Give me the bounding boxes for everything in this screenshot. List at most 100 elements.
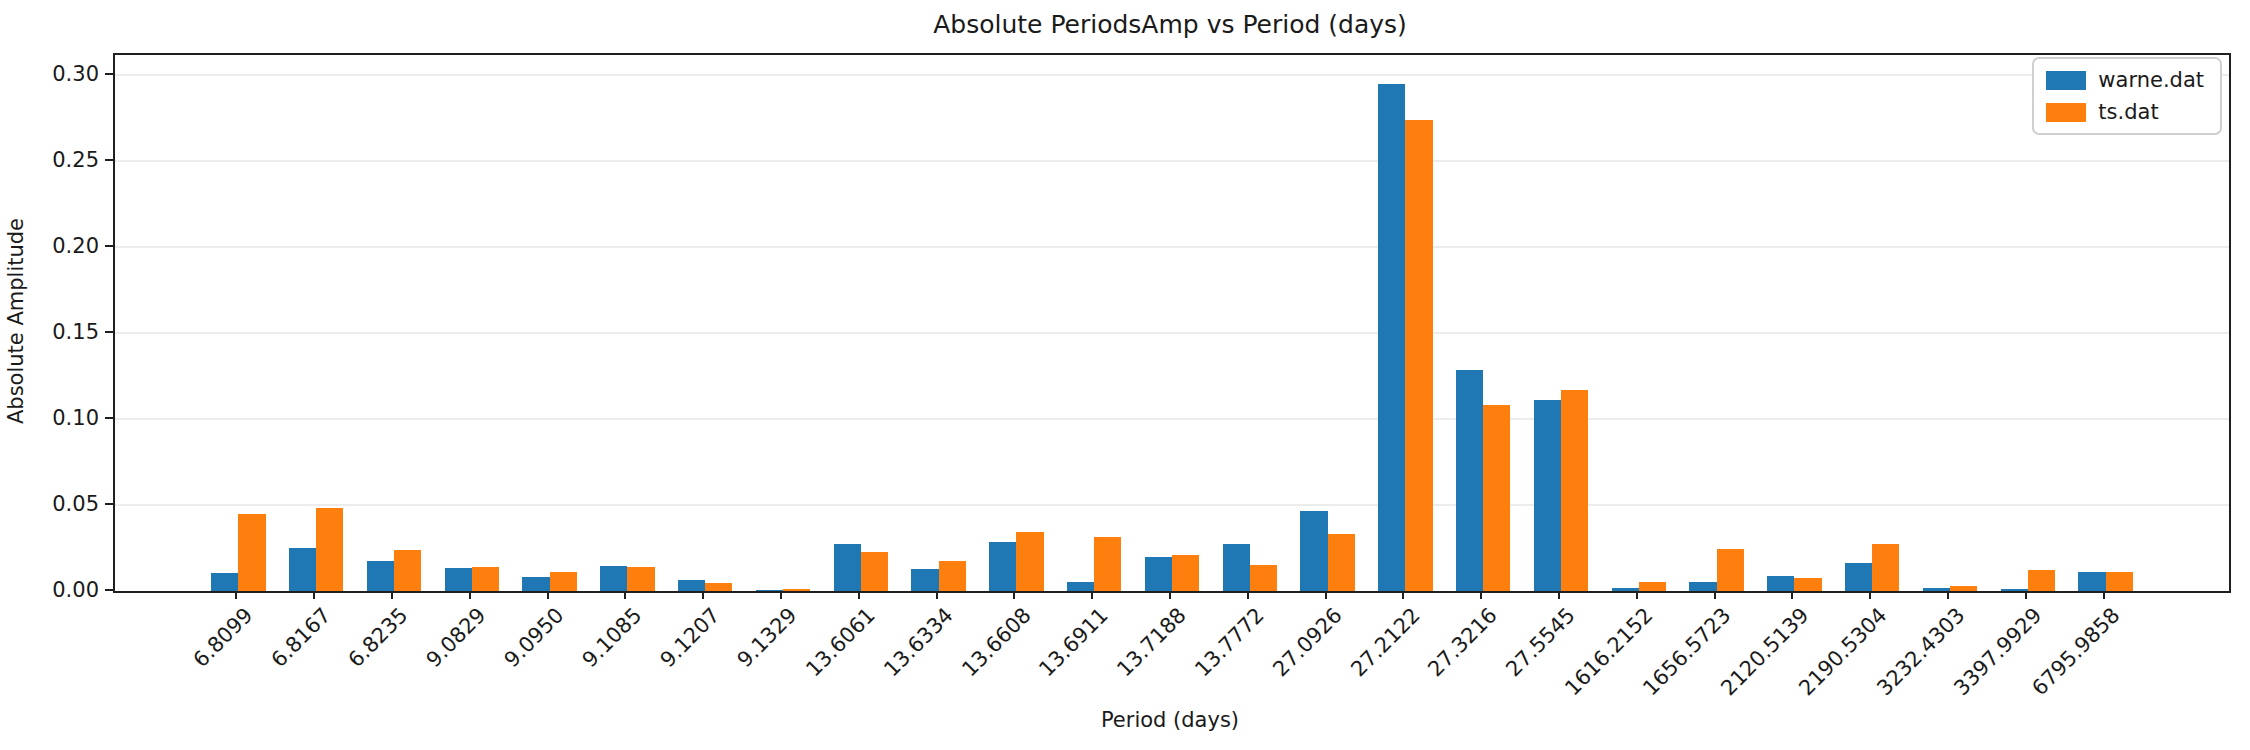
bar-ts.dat-1656.5723 [1717, 549, 1744, 591]
bar-warne.dat-9.1085 [600, 566, 627, 591]
bar-ts.dat-6.8099 [238, 514, 265, 591]
bar-warne.dat-13.6334 [911, 569, 938, 591]
bar-ts.dat-13.6608 [1016, 532, 1043, 591]
bar-ts.dat-13.6334 [939, 561, 966, 591]
x-tick-label: 9.1085 [577, 603, 646, 672]
x-tick-mark [2025, 591, 2027, 599]
bar-warne.dat-6.8099 [211, 573, 238, 591]
chart-title: Absolute PeriodsAmp vs Period (days) [113, 10, 2227, 39]
legend-item-warne: warne.dat [2046, 68, 2204, 92]
x-tick-mark [1480, 591, 1482, 599]
x-tick-label: 6.8099 [188, 603, 257, 672]
bar-warne.dat-6.8167 [289, 548, 316, 591]
gridline [115, 418, 2229, 420]
x-axis-label: Period (days) [113, 708, 2227, 732]
x-tick-label: 9.1207 [655, 603, 724, 672]
bar-warne.dat-2190.5304 [1845, 563, 1872, 591]
bar-warne.dat-1616.2152 [1612, 588, 1639, 591]
bar-ts.dat-9.0829 [472, 567, 499, 591]
y-tick-mark [105, 159, 113, 161]
y-tick-mark [105, 245, 113, 247]
bar-warne.dat-13.6061 [834, 544, 861, 591]
legend-swatch-ts [2046, 103, 2086, 122]
y-tick-label: 0.05 [52, 492, 99, 516]
x-tick-mark [2103, 591, 2105, 599]
bar-ts.dat-27.0926 [1328, 534, 1355, 591]
y-tick-label: 0.15 [52, 320, 99, 344]
x-tick-mark [858, 591, 860, 599]
bar-warne.dat-13.7772 [1223, 544, 1250, 591]
x-tick-mark [235, 591, 237, 599]
legend-swatch-warne [2046, 71, 2086, 90]
y-tick-label: 0.25 [52, 148, 99, 172]
x-tick-mark [624, 591, 626, 599]
y-tick-label: 0.20 [52, 234, 99, 258]
x-tick-mark [1791, 591, 1793, 599]
y-tick-label: 0.00 [52, 578, 99, 602]
bar-warne.dat-13.7188 [1145, 557, 1172, 591]
x-tick-mark [1013, 591, 1015, 599]
gridline [115, 332, 2229, 334]
bar-warne.dat-9.1329 [756, 590, 783, 591]
y-tick-label: 0.30 [52, 62, 99, 86]
bar-ts.dat-6.8167 [316, 508, 343, 591]
x-tick-label: 13.6334 [879, 603, 957, 681]
x-tick-label: 27.5545 [1502, 603, 1580, 681]
legend: warne.dat ts.dat [2032, 57, 2222, 135]
gridline [115, 74, 2229, 76]
bar-ts.dat-9.1085 [627, 567, 654, 591]
bar-warne.dat-27.5545 [1534, 400, 1561, 591]
bar-warne.dat-27.2122 [1378, 84, 1405, 591]
x-tick-label: 9.0829 [422, 603, 491, 672]
bar-warne.dat-6795.9858 [2078, 572, 2105, 591]
x-tick-mark [1402, 591, 1404, 599]
y-axis-label: Absolute Amplitude [4, 218, 28, 424]
gridline [115, 160, 2229, 162]
bar-ts.dat-13.7188 [1172, 555, 1199, 591]
bar-ts.dat-9.0950 [550, 572, 577, 591]
bar-warne.dat-9.1207 [678, 580, 705, 591]
x-tick-mark [469, 591, 471, 599]
x-tick-label: 13.6608 [957, 603, 1035, 681]
x-tick-mark [1636, 591, 1638, 599]
bar-ts.dat-6795.9858 [2106, 572, 2133, 591]
x-tick-mark [547, 591, 549, 599]
bar-warne.dat-6.8235 [367, 561, 394, 591]
bar-ts.dat-1616.2152 [1639, 582, 1666, 591]
x-tick-label: 27.0926 [1268, 603, 1346, 681]
x-tick-mark [1169, 591, 1171, 599]
bar-ts.dat-13.6911 [1094, 537, 1121, 591]
x-tick-label: 13.7772 [1190, 603, 1268, 681]
x-tick-mark [1558, 591, 1560, 599]
bar-ts.dat-27.3216 [1483, 405, 1510, 591]
legend-label-warne: warne.dat [2098, 68, 2204, 92]
x-tick-label: 13.7188 [1113, 603, 1191, 681]
bar-warne.dat-27.3216 [1456, 370, 1483, 591]
bar-ts.dat-9.1329 [783, 589, 810, 591]
legend-label-ts: ts.dat [2098, 100, 2158, 124]
x-tick-label: 9.1329 [733, 603, 802, 672]
bar-ts.dat-27.5545 [1561, 390, 1588, 591]
bar-warne.dat-13.6608 [989, 542, 1016, 591]
x-tick-label: 6.8235 [344, 603, 413, 672]
bar-warne.dat-9.0950 [522, 577, 549, 591]
bar-ts.dat-6.8235 [394, 550, 421, 591]
bar-warne.dat-27.0926 [1300, 511, 1327, 591]
x-tick-mark [1091, 591, 1093, 599]
x-tick-label: 9.0950 [500, 603, 569, 672]
plot-area [113, 53, 2231, 593]
bar-warne.dat-9.0829 [445, 568, 472, 591]
bar-ts.dat-13.7772 [1250, 565, 1277, 591]
y-tick-mark [105, 331, 113, 333]
y-tick-mark [105, 417, 113, 419]
bar-ts.dat-9.1207 [705, 583, 732, 591]
x-tick-label: 27.2122 [1346, 603, 1424, 681]
x-tick-mark [1325, 591, 1327, 599]
bar-ts.dat-3397.9929 [2028, 570, 2055, 591]
x-tick-label: 27.3216 [1424, 603, 1502, 681]
y-tick-mark [105, 503, 113, 505]
x-tick-mark [936, 591, 938, 599]
bar-ts.dat-13.6061 [861, 552, 888, 591]
bar-warne.dat-3232.4303 [1923, 588, 1950, 591]
x-tick-mark [702, 591, 704, 599]
